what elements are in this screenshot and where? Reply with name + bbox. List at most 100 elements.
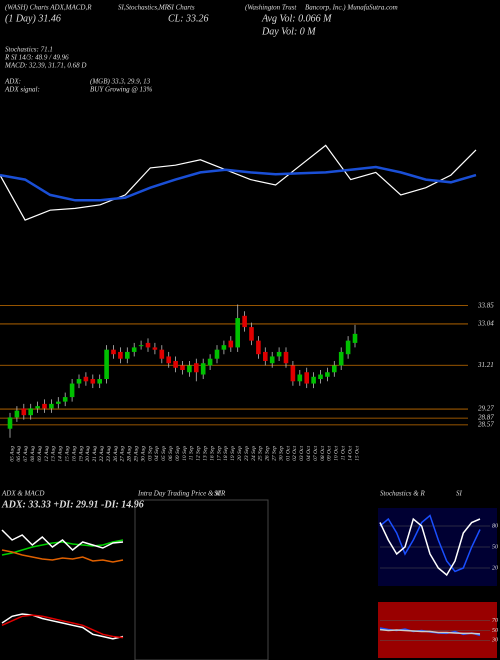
date-label: 12 Sep xyxy=(196,446,202,461)
date-label: 19 Sep xyxy=(230,446,236,461)
candle-body xyxy=(166,356,171,364)
candle-body xyxy=(131,347,137,352)
date-label: 17 Sep xyxy=(216,446,222,461)
date-label: 05 Sep xyxy=(161,446,167,461)
candle-body xyxy=(290,365,296,382)
date-label: 06 Sep xyxy=(168,446,174,461)
panel-line xyxy=(1,613,124,640)
date-label: 12 Aug xyxy=(44,446,50,462)
level-label: 28.57 xyxy=(478,420,494,428)
title-part: SI Charts xyxy=(168,4,195,12)
title-part: (Washington Trust xyxy=(245,4,297,12)
candle-body xyxy=(159,349,165,359)
candle-body xyxy=(242,315,247,328)
date-label: 13 Sep xyxy=(202,446,208,461)
panel-title: SI xyxy=(214,490,221,498)
date-label: 10 Oct xyxy=(334,446,340,461)
date-label: 18 Sep xyxy=(223,446,229,461)
candle-body xyxy=(21,408,27,416)
date-label: 01 Oct xyxy=(285,446,291,461)
date-label: 09 Aug xyxy=(37,446,43,462)
panel-title: Intra Day Trading Price & MR xyxy=(137,490,226,498)
panel-line xyxy=(1,529,124,552)
day-vol: Day Vol: 0 M xyxy=(261,26,316,37)
date-label: 09 Sep xyxy=(175,446,181,461)
date-label: 08 Aug xyxy=(30,446,36,462)
panel-line xyxy=(379,514,481,573)
level-label: 33.85 xyxy=(477,301,494,309)
level-label: 28.87 xyxy=(478,414,494,422)
candle-body xyxy=(297,374,303,382)
candle-body xyxy=(69,383,75,398)
date-label: 28 Aug xyxy=(127,446,133,462)
candle-body xyxy=(7,417,13,429)
date-label: 29 Aug xyxy=(133,446,139,462)
day-label: (1 Day) 31.46 xyxy=(5,13,61,24)
y-tick-label: 80 xyxy=(492,523,498,529)
date-label: 27 Aug xyxy=(120,446,126,462)
candle-body xyxy=(207,358,213,366)
stat: BUY Growing @ 13% xyxy=(90,86,153,94)
title-part: Bancorp, Inc.) MunafaSutra.com xyxy=(305,4,398,12)
date-label: 19 Aug xyxy=(78,446,84,462)
candle-body xyxy=(180,365,185,370)
trend-line xyxy=(0,165,477,202)
date-label: 16 Aug xyxy=(71,446,77,462)
trend-line xyxy=(0,144,477,221)
stat: R SI 14/3: 48.9 / 49.96 xyxy=(4,54,69,62)
stat: ADX: xyxy=(4,78,21,86)
candle-body xyxy=(42,403,47,409)
panel-readout: ADX: 33.33 +DI: 29.91 -DI: 14.96 xyxy=(1,499,144,510)
candle-body xyxy=(138,345,144,347)
candle-body xyxy=(263,351,268,361)
candle-body xyxy=(332,365,337,373)
date-label: 30 Aug xyxy=(140,446,146,463)
candle-body xyxy=(118,351,123,359)
date-label: 15 Oct xyxy=(354,446,360,461)
date-label: 24 Sep xyxy=(250,446,257,461)
panel-title: ADX & MACD xyxy=(1,490,44,498)
level-label: 31.21 xyxy=(477,361,494,369)
panel-line xyxy=(379,628,481,635)
candle-body xyxy=(62,397,68,402)
candle-body xyxy=(269,356,275,364)
date-label: 30 Sep xyxy=(278,446,284,462)
stat: (MGB) 33.3, 29.9, 13 xyxy=(90,78,151,86)
candle-body xyxy=(97,379,102,384)
candle-body xyxy=(28,408,33,416)
close-label: CL: 33.26 xyxy=(168,13,209,24)
date-label: 27 Sep xyxy=(271,446,277,461)
date-label: 03 Sep xyxy=(147,446,153,461)
date-label: 21 Aug xyxy=(92,446,98,462)
date-label: 16 Sep xyxy=(209,446,215,461)
candle-body xyxy=(145,342,151,348)
avg-vol: Avg Vol: 0.066 M xyxy=(261,13,332,24)
y-tick-label: 20 xyxy=(492,565,498,571)
candle-body xyxy=(14,410,20,418)
candle-body xyxy=(345,340,351,355)
y-tick-label: 70 xyxy=(492,618,498,624)
candle-body xyxy=(235,318,240,348)
date-label: 04 Oct xyxy=(305,446,312,461)
candle-body xyxy=(111,349,116,355)
candle-body xyxy=(187,365,192,373)
candle-body xyxy=(352,333,358,343)
candle-body xyxy=(173,360,178,368)
level-label: 29.27 xyxy=(478,405,494,413)
date-label: 15 Aug xyxy=(64,446,70,462)
date-label: 22 Aug xyxy=(99,446,105,462)
candle-body xyxy=(90,379,96,384)
date-label: 20 Sep xyxy=(237,446,243,461)
date-label: 20 Aug xyxy=(85,446,91,462)
date-label: 13 Aug xyxy=(51,446,57,462)
date-label: 06 Aug xyxy=(16,446,22,462)
candle-body xyxy=(256,340,261,355)
date-label: 25 Sep xyxy=(258,446,264,461)
date-label: 09 Oct xyxy=(327,446,333,461)
date-label: 11 Oct xyxy=(340,446,346,461)
candle-body xyxy=(76,379,82,384)
date-label: 07 Oct xyxy=(313,446,319,461)
panel-line xyxy=(1,549,124,563)
candle-body xyxy=(318,374,323,380)
